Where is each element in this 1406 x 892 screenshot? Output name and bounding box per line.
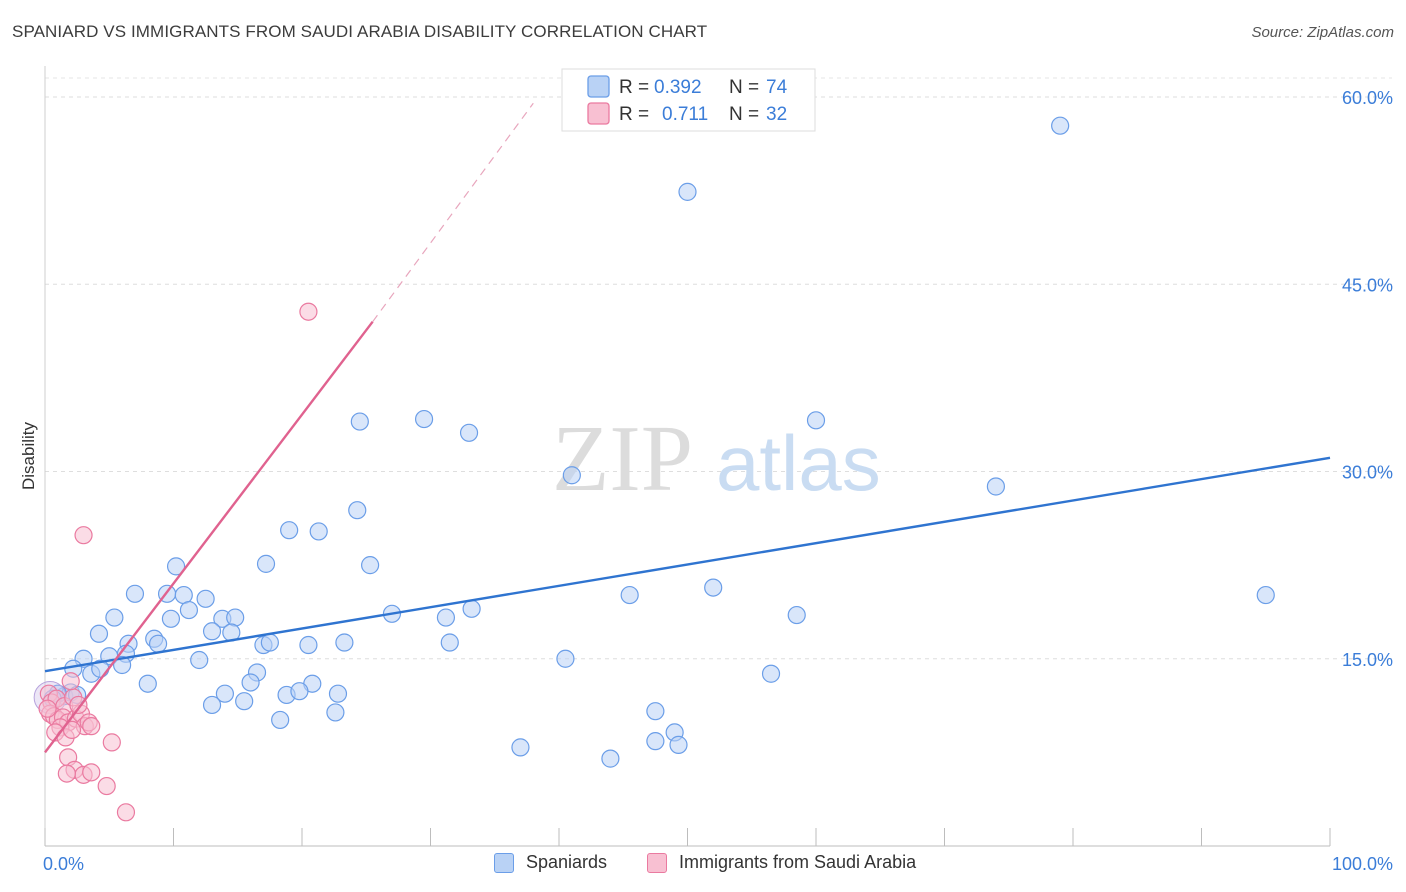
legend-r-value-1: 0.392 xyxy=(654,77,702,98)
point-spaniards xyxy=(511,738,530,757)
point-saudi xyxy=(74,526,93,545)
y-tick-label: 60.0% xyxy=(1342,88,1393,108)
y-tick-label: 45.0% xyxy=(1342,275,1393,295)
source-label: Source: ZipAtlas.com xyxy=(1251,24,1394,41)
y-tick-label: 30.0% xyxy=(1342,463,1393,483)
point-spaniards xyxy=(335,633,354,652)
point-saudi xyxy=(61,672,80,691)
point-spaniards xyxy=(414,409,434,429)
point-spaniards xyxy=(138,674,157,693)
point-spaniards xyxy=(271,710,290,730)
point-spaniards xyxy=(105,608,124,627)
point-spaniards xyxy=(256,554,276,573)
legend-swatch-saudi xyxy=(587,102,610,125)
watermark: ZIP atlas xyxy=(552,407,881,511)
legend-label-spaniards: Spaniards xyxy=(526,852,608,872)
point-spaniards xyxy=(161,609,181,628)
point-spaniards xyxy=(326,703,345,722)
point-spaniards xyxy=(787,605,806,625)
point-spaniards xyxy=(112,655,132,675)
legend-r-value-2: 0.711 xyxy=(662,104,708,125)
legend-n-label-1: N = xyxy=(729,77,759,98)
point-spaniards xyxy=(290,682,309,701)
chart-title: SPANIARD VS IMMIGRANTS FROM SAUDI ARABIA… xyxy=(12,22,708,41)
point-spaniards xyxy=(462,599,481,618)
point-spaniards xyxy=(669,735,688,754)
legend-item-saudi: Immigrants from Saudi Arabia xyxy=(647,852,916,873)
point-spaniards xyxy=(348,501,367,520)
legend-box: R = 0.392 N = 74 R = 0.711 N = 32 xyxy=(561,68,816,132)
point-spaniards xyxy=(309,522,328,541)
point-spaniards xyxy=(148,634,168,653)
y-axis-label: Disability xyxy=(19,421,38,490)
point-spaniards xyxy=(235,692,254,711)
point-spaniards xyxy=(196,589,215,608)
point-saudi xyxy=(116,803,136,822)
point-spaniards xyxy=(646,732,665,751)
point-spaniards xyxy=(646,702,665,721)
x-tick-label: 0.0% xyxy=(43,854,84,874)
point-spaniards xyxy=(761,664,781,683)
tick-labels: 15.0% 30.0% 45.0% 60.0% 0.0% 100.0% xyxy=(43,88,1393,874)
point-spaniards xyxy=(125,584,145,603)
point-saudi xyxy=(97,776,116,796)
point-saudi xyxy=(69,695,88,715)
point-spaniards xyxy=(179,600,199,620)
point-spaniards xyxy=(704,578,723,597)
point-spaniards xyxy=(562,466,581,485)
legend-n-value-2: 32 xyxy=(766,104,787,125)
gridlines xyxy=(45,77,1392,660)
legend-swatch-saudi-bottom xyxy=(647,852,667,873)
point-spaniards xyxy=(215,684,234,703)
y-tick-label: 15.0% xyxy=(1342,650,1393,670)
point-saudi xyxy=(82,717,101,736)
x-tick-label: 100.0% xyxy=(1332,854,1393,874)
legend-item-spaniards: Spaniards xyxy=(494,852,607,873)
point-spaniards xyxy=(350,412,369,431)
point-spaniards xyxy=(678,182,697,201)
trend-lines xyxy=(44,102,1331,754)
watermark-zip: ZIP xyxy=(552,407,693,511)
watermark-atlas: atlas xyxy=(716,419,881,507)
legend-r-label-1: R = xyxy=(619,77,649,98)
point-saudi xyxy=(38,699,57,718)
point-spaniards xyxy=(440,633,459,652)
legend-n-value-1: 74 xyxy=(766,77,788,98)
point-spaniards xyxy=(361,556,380,575)
legend-swatch-spaniards-bottom xyxy=(494,852,514,873)
legend-label-saudi: Immigrants from Saudi Arabia xyxy=(679,852,917,872)
point-saudi xyxy=(299,302,318,321)
point-spaniards xyxy=(202,695,222,715)
point-spaniards xyxy=(556,649,575,668)
trend-line-saudi xyxy=(44,320,374,754)
bottom-legend: Spaniards Immigrants from Saudi Arabia xyxy=(0,852,1406,878)
point-spaniards xyxy=(260,633,279,652)
point-spaniards xyxy=(806,411,826,430)
point-spaniards xyxy=(226,608,245,627)
trend-line-spaniards xyxy=(44,456,1331,673)
legend-swatch-spaniards xyxy=(587,75,610,98)
point-spaniards xyxy=(166,557,186,576)
point-spaniards xyxy=(190,650,209,670)
legend-r-label-2: R = xyxy=(619,104,649,125)
point-spaniards xyxy=(1051,116,1070,135)
point-saudi xyxy=(82,763,101,782)
point-spaniards xyxy=(986,477,1006,496)
point-spaniards xyxy=(436,608,456,627)
legend-n-label-2: N = xyxy=(729,104,759,125)
point-saudi xyxy=(57,764,76,783)
point-spaniards xyxy=(328,684,348,703)
trend-line-saudi-extension xyxy=(372,102,534,323)
point-saudi xyxy=(102,733,121,752)
point-spaniards xyxy=(620,585,639,605)
point-spaniards xyxy=(601,749,620,768)
point-spaniards xyxy=(241,673,260,692)
point-spaniards xyxy=(299,635,318,655)
point-spaniards xyxy=(459,423,479,442)
point-spaniards xyxy=(89,624,109,643)
point-spaniards xyxy=(280,521,299,540)
point-spaniards xyxy=(1256,585,1275,605)
point-spaniards xyxy=(202,622,222,641)
